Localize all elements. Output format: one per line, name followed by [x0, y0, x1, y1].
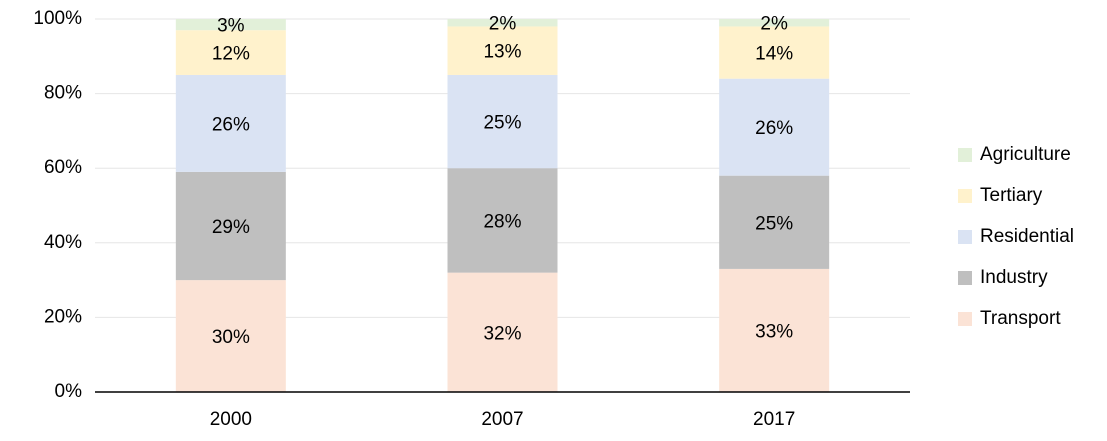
x-tick-label: 2000: [210, 409, 252, 430]
y-tick-label: 80%: [44, 83, 82, 104]
data-label: 26%: [212, 114, 250, 135]
data-label: 28%: [483, 211, 521, 232]
y-tick-label: 100%: [33, 8, 82, 29]
y-tick-label: 20%: [44, 306, 82, 327]
legend-swatch: [958, 189, 972, 203]
bar-segment: [447, 168, 558, 273]
y-tick-label: 40%: [44, 232, 82, 253]
data-label: 29%: [212, 217, 250, 238]
bar-segment: [719, 268, 830, 392]
bar-segment: [175, 280, 286, 392]
y-tick-label: 0%: [55, 381, 83, 402]
legend-label: Industry: [980, 267, 1048, 288]
x-tick-label: 2007: [481, 409, 523, 430]
data-label: 14%: [755, 44, 793, 65]
bar-segment: [175, 171, 286, 281]
data-label: 26%: [755, 118, 793, 139]
bar-segment: [719, 19, 830, 27]
data-label: 2%: [489, 14, 517, 35]
legend-label: Residential: [980, 226, 1074, 247]
legend-swatch: [958, 271, 972, 285]
data-label: 32%: [483, 323, 521, 344]
legend-label: Agriculture: [980, 144, 1071, 165]
bar-segment: [175, 30, 286, 75]
data-label: 30%: [212, 327, 250, 348]
legend-swatch: [958, 230, 972, 244]
bar-segment: [447, 74, 558, 169]
data-label: 12%: [212, 44, 250, 65]
data-label: 25%: [483, 113, 521, 134]
legend-label: Tertiary: [980, 185, 1043, 206]
bar-segment: [447, 26, 558, 75]
data-label: 3%: [217, 16, 245, 37]
legend-swatch: [958, 148, 972, 162]
bar-segment: [719, 78, 830, 176]
bar-segment: [447, 19, 558, 27]
legend-swatch: [958, 312, 972, 326]
x-tick-label: 2017: [753, 409, 795, 430]
data-label: 2%: [760, 14, 788, 35]
legend-label: Transport: [980, 308, 1061, 329]
y-tick-label: 60%: [44, 157, 82, 178]
data-label: 25%: [755, 213, 793, 234]
data-label: 13%: [483, 42, 521, 63]
bar-segment: [719, 26, 830, 79]
bar-segment: [447, 272, 558, 392]
bar-segment: [175, 74, 286, 172]
bar-segment: [719, 175, 830, 269]
bar-segment: [175, 19, 286, 31]
data-label: 33%: [755, 321, 793, 342]
